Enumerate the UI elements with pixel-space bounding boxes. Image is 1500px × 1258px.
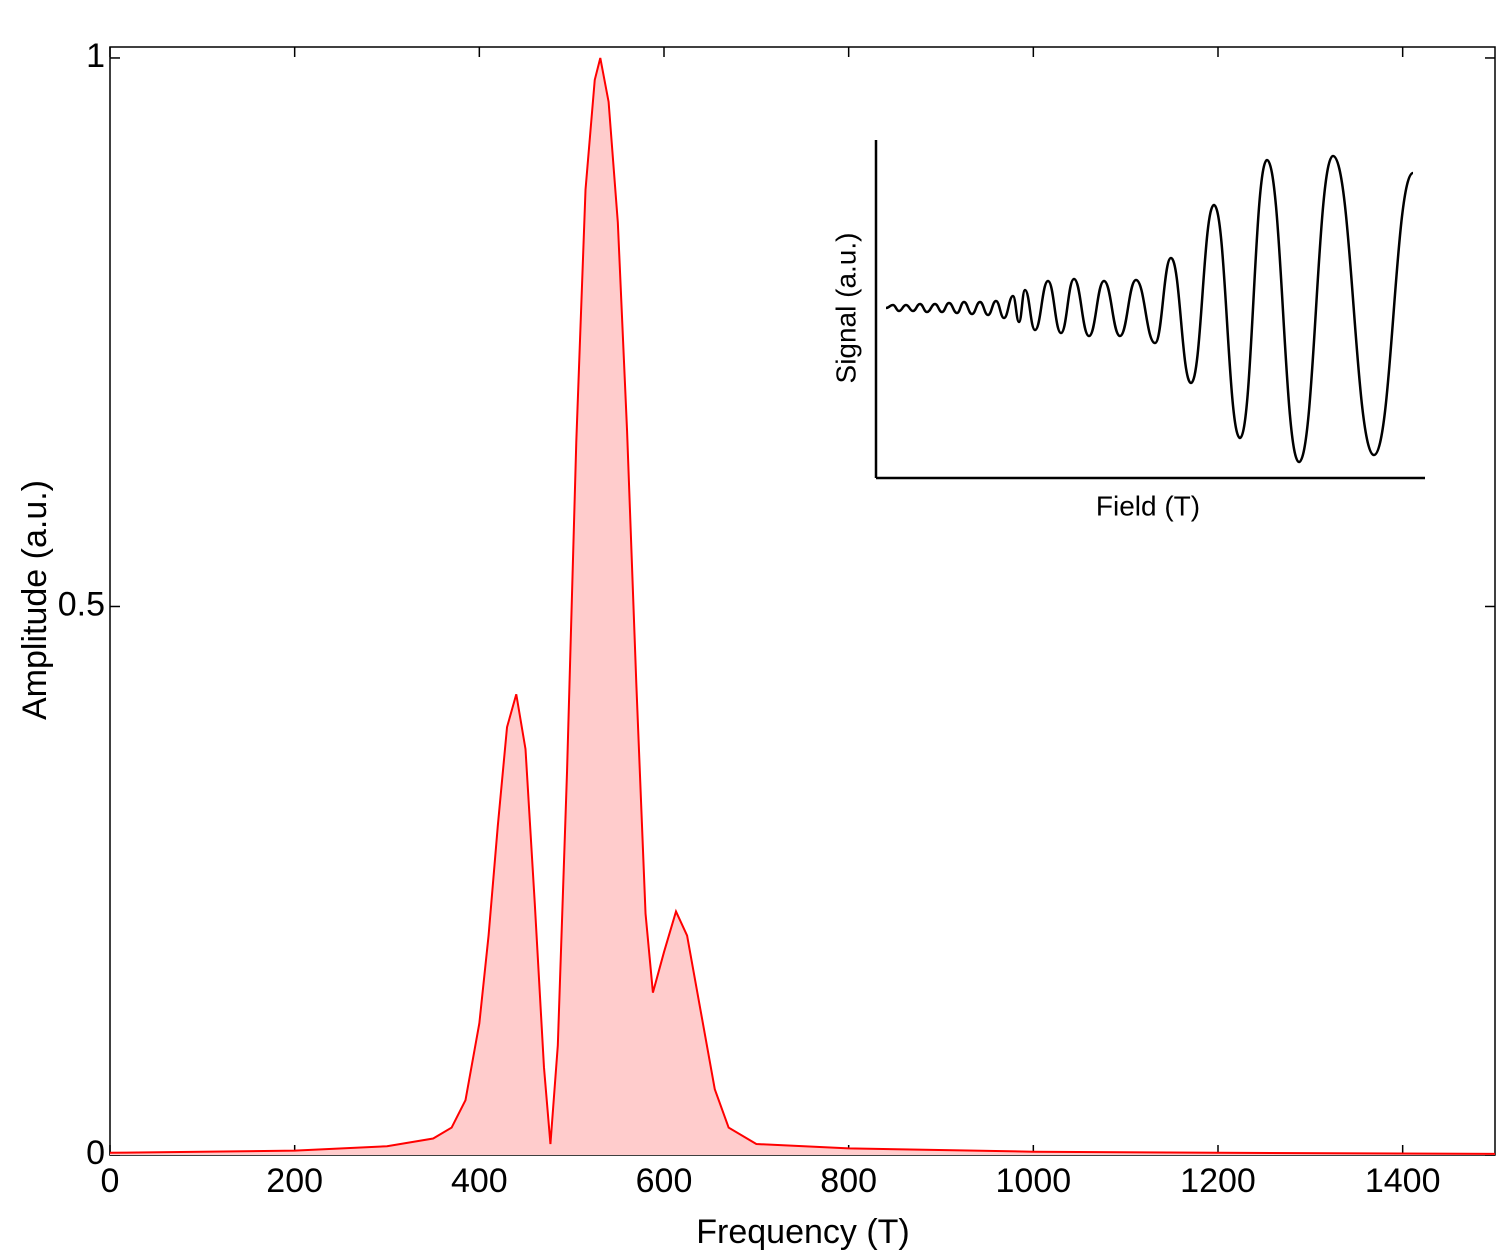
x-tick-label: 400 [451,1162,508,1200]
line [109,57,1496,1155]
x-tick-label: 1400 [1365,1162,1441,1200]
x-tick-label: 200 [266,1162,323,1200]
inset-x-label: Field (T) [1096,490,1200,521]
x-tick-label: 600 [636,1162,693,1200]
y-tick-label: 1 [86,37,105,75]
x-tick-label: 0 [101,1162,120,1200]
x-tick-label: 1200 [1180,1162,1256,1200]
x-tick-label: 1000 [996,1162,1072,1200]
signal-line [885,154,1415,464]
y-tick-label: 0.5 [58,585,105,623]
x-tick-label: 800 [820,1162,877,1200]
inset-y-label: Signal (a.u.) [830,233,861,384]
x-axis-label: Frequency (T) [696,1213,910,1251]
y-axis-label: Amplitude (a.u.) [16,480,54,720]
y-tick-label: 0 [86,1134,105,1172]
